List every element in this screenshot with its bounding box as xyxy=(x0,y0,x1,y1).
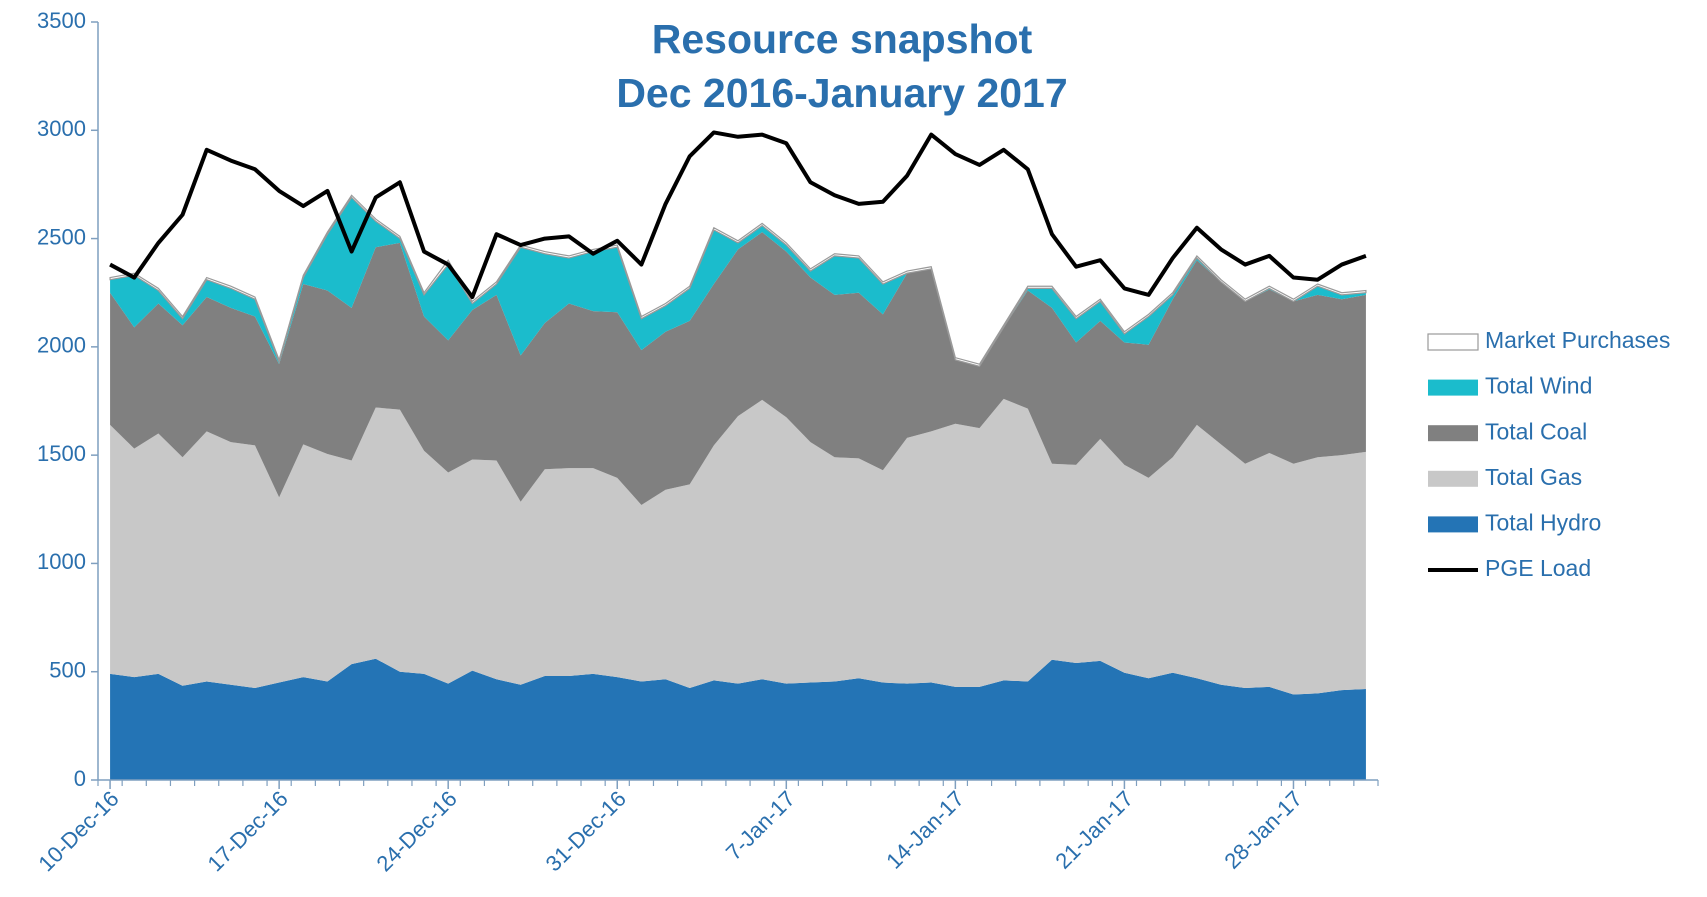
legend-swatch xyxy=(1428,425,1478,442)
y-tick-label: 500 xyxy=(49,658,86,683)
y-tick-label: 1000 xyxy=(37,549,86,574)
y-tick-label: 2000 xyxy=(37,333,86,358)
x-tick-label: 14-Jan-17 xyxy=(881,786,969,874)
legend-label: Total Coal xyxy=(1485,418,1587,444)
x-tick-label: 7-Jan-17 xyxy=(721,786,800,865)
legend-swatch xyxy=(1427,333,1479,351)
legend-swatch xyxy=(1428,470,1478,487)
area xyxy=(109,194,1367,368)
line xyxy=(109,130,1367,300)
legend-label: Total Wind xyxy=(1485,373,1592,399)
y-tick-label: 3000 xyxy=(37,116,86,141)
area xyxy=(110,197,1366,367)
x-tick-label: 28-Jan-17 xyxy=(1219,786,1307,874)
y-tick-label: 2500 xyxy=(37,224,86,249)
legend-label: Total Hydro xyxy=(1485,509,1601,535)
area xyxy=(110,232,1366,505)
y-tick-label: 0 xyxy=(74,766,86,791)
chart-subtitle: Dec 2016-January 2017 xyxy=(616,70,1067,116)
plot-area xyxy=(109,130,1367,780)
area xyxy=(110,658,1366,780)
y-tick-label: 1500 xyxy=(37,441,86,466)
legend-swatch xyxy=(1428,516,1478,533)
x-tick-label: 10-Dec-16 xyxy=(33,786,123,876)
chart-title: Resource snapshot xyxy=(652,16,1033,62)
area xyxy=(110,398,1366,695)
legend-swatch xyxy=(1428,379,1478,396)
y-tick-label: 3500 xyxy=(37,8,86,33)
legend-label: Market Purchases xyxy=(1485,327,1670,353)
legend-label: Total Gas xyxy=(1485,464,1582,490)
legend-label: PGE Load xyxy=(1485,555,1591,581)
x-tick-label: 17-Dec-16 xyxy=(202,786,292,876)
x-tick-label: 21-Jan-17 xyxy=(1050,786,1138,874)
x-tick-label: 24-Dec-16 xyxy=(372,786,462,876)
x-tick-label: 31-Dec-16 xyxy=(541,786,631,876)
